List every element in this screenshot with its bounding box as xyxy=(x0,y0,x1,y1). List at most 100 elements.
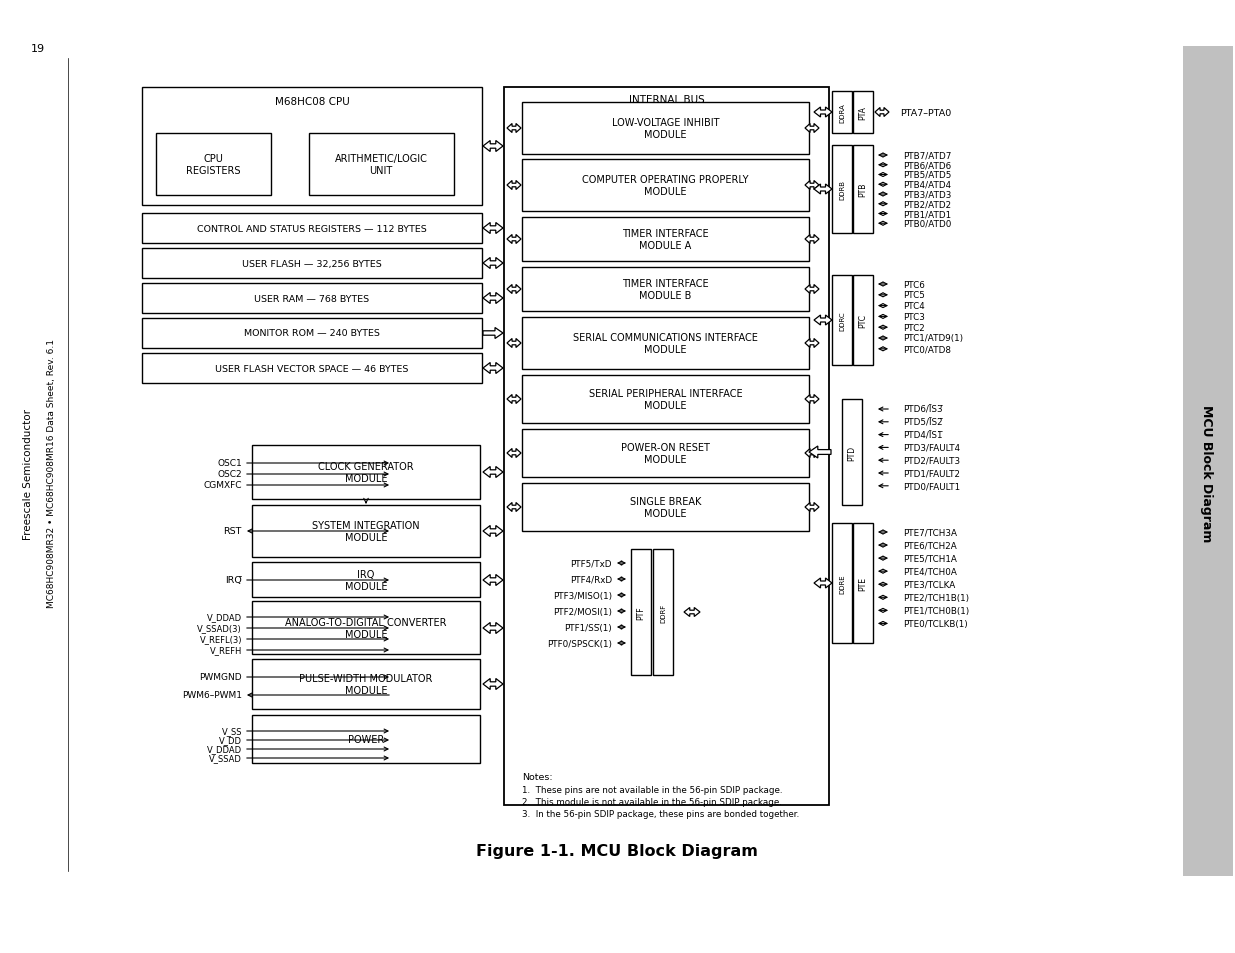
FancyBboxPatch shape xyxy=(853,275,873,366)
Polygon shape xyxy=(483,328,503,339)
Text: V_SSAD: V_SSAD xyxy=(209,754,242,762)
Text: PTB6/ATD6: PTB6/ATD6 xyxy=(903,161,951,170)
Polygon shape xyxy=(483,363,503,375)
Text: PTD4/ĪS1̅: PTD4/ĪS1̅ xyxy=(903,431,942,439)
Text: PTB0/ATD0: PTB0/ATD0 xyxy=(903,219,951,229)
Text: Notes:: Notes: xyxy=(522,772,552,781)
Polygon shape xyxy=(508,181,521,191)
Text: PTF: PTF xyxy=(636,605,646,619)
Text: PTB1/ATD1: PTB1/ATD1 xyxy=(903,210,951,219)
Text: PTD: PTD xyxy=(847,445,857,460)
Text: POWER: POWER xyxy=(348,734,384,744)
Polygon shape xyxy=(483,294,503,304)
FancyBboxPatch shape xyxy=(832,146,852,233)
Text: V_SSAD(3): V_SSAD(3) xyxy=(198,624,242,633)
FancyBboxPatch shape xyxy=(142,318,482,349)
FancyBboxPatch shape xyxy=(853,146,873,233)
Text: Figure 1-1. MCU Block Diagram: Figure 1-1. MCU Block Diagram xyxy=(475,843,758,859)
FancyBboxPatch shape xyxy=(522,483,809,532)
FancyBboxPatch shape xyxy=(142,213,482,244)
Text: PTE5/TCH1A: PTE5/TCH1A xyxy=(903,554,957,563)
Text: PTD5/ĪS2̅: PTD5/ĪS2̅ xyxy=(903,417,942,427)
Text: PTD2/FAULT3: PTD2/FAULT3 xyxy=(903,456,960,465)
Text: PTE2/TCH1B(1): PTE2/TCH1B(1) xyxy=(903,593,969,602)
Text: PULSE-WIDTH MODULATOR
MODULE: PULSE-WIDTH MODULATOR MODULE xyxy=(299,673,432,696)
Polygon shape xyxy=(805,235,819,244)
Text: PTF5/TxD: PTF5/TxD xyxy=(571,558,613,568)
Text: PTB3/ATD3: PTB3/ATD3 xyxy=(903,191,951,199)
Polygon shape xyxy=(684,608,700,617)
Text: PTC5: PTC5 xyxy=(903,291,925,300)
Text: MONITOR ROM — 240 BYTES: MONITOR ROM — 240 BYTES xyxy=(245,329,380,338)
FancyBboxPatch shape xyxy=(522,375,809,423)
Polygon shape xyxy=(508,503,521,512)
Text: PTC4: PTC4 xyxy=(903,302,925,311)
Polygon shape xyxy=(483,467,503,478)
Text: OSC2: OSC2 xyxy=(217,470,242,479)
Polygon shape xyxy=(508,449,521,458)
Text: SERIAL COMMUNICATIONS INTERFACE
MODULE: SERIAL COMMUNICATIONS INTERFACE MODULE xyxy=(573,333,758,355)
FancyBboxPatch shape xyxy=(631,550,651,676)
Polygon shape xyxy=(483,223,503,234)
Text: TIMER INTERFACE
MODULE B: TIMER INTERFACE MODULE B xyxy=(622,278,709,301)
FancyBboxPatch shape xyxy=(252,505,480,558)
Text: ARITHMETIC/LOGIC
UNIT: ARITHMETIC/LOGIC UNIT xyxy=(335,153,427,176)
Polygon shape xyxy=(814,315,832,326)
FancyBboxPatch shape xyxy=(522,103,809,154)
Text: PTD6/ĪS3̅: PTD6/ĪS3̅ xyxy=(903,405,942,414)
FancyBboxPatch shape xyxy=(832,91,852,133)
Text: USER RAM — 768 BYTES: USER RAM — 768 BYTES xyxy=(254,294,369,303)
FancyBboxPatch shape xyxy=(252,716,480,763)
FancyBboxPatch shape xyxy=(252,562,480,598)
Text: POWER-ON RESET
MODULE: POWER-ON RESET MODULE xyxy=(621,442,710,465)
FancyBboxPatch shape xyxy=(832,275,852,366)
Polygon shape xyxy=(805,125,819,133)
Text: PTC: PTC xyxy=(858,314,867,328)
Polygon shape xyxy=(483,575,503,586)
Text: COMPUTER OPERATING PROPERLY
MODULE: COMPUTER OPERATING PROPERLY MODULE xyxy=(582,174,748,197)
Text: V_SS: V_SS xyxy=(221,727,242,736)
Text: PTA7–PTA0: PTA7–PTA0 xyxy=(900,109,951,117)
Text: PTE0/TCLKB(1): PTE0/TCLKB(1) xyxy=(903,619,968,628)
Polygon shape xyxy=(814,185,832,194)
Text: PTE3/TCLKA: PTE3/TCLKA xyxy=(903,580,955,589)
FancyBboxPatch shape xyxy=(522,430,809,477)
Text: IRQ̅: IRQ̅ xyxy=(225,576,242,585)
Text: DDRA: DDRA xyxy=(839,103,845,123)
Text: SERIAL PERIPHERAL INTERFACE
MODULE: SERIAL PERIPHERAL INTERFACE MODULE xyxy=(589,388,742,411)
Text: PTF0/SPSCK(1): PTF0/SPSCK(1) xyxy=(547,639,613,648)
FancyBboxPatch shape xyxy=(252,446,480,499)
Polygon shape xyxy=(805,339,819,348)
Text: PTB5/ATD5: PTB5/ATD5 xyxy=(903,171,951,180)
FancyBboxPatch shape xyxy=(142,284,482,314)
Text: PTB2/ATD2: PTB2/ATD2 xyxy=(903,200,951,209)
Polygon shape xyxy=(805,395,819,404)
Polygon shape xyxy=(876,109,889,117)
Text: PTF3/MISO(1): PTF3/MISO(1) xyxy=(553,591,613,599)
Text: PTB7/ATD7: PTB7/ATD7 xyxy=(903,152,951,160)
Polygon shape xyxy=(809,447,831,458)
Text: IRQ
MODULE: IRQ MODULE xyxy=(345,569,388,592)
Polygon shape xyxy=(814,578,832,588)
Text: PTE6/TCH2A: PTE6/TCH2A xyxy=(903,541,957,550)
Text: PTC6: PTC6 xyxy=(903,280,925,289)
Text: PTC2: PTC2 xyxy=(903,323,925,333)
Text: PTE: PTE xyxy=(858,577,867,590)
Text: PTE1/TCH0B(1): PTE1/TCH0B(1) xyxy=(903,606,969,616)
Text: V_DDAD: V_DDAD xyxy=(207,744,242,754)
Polygon shape xyxy=(483,623,503,634)
Text: CPU
REGISTERS: CPU REGISTERS xyxy=(185,153,241,176)
FancyBboxPatch shape xyxy=(504,88,829,805)
Text: PTE7/TCH3A: PTE7/TCH3A xyxy=(903,528,957,537)
Text: TIMER INTERFACE
MODULE A: TIMER INTERFACE MODULE A xyxy=(622,229,709,252)
Text: PTA: PTA xyxy=(858,106,867,120)
Text: V_DDAD: V_DDAD xyxy=(207,613,242,622)
Polygon shape xyxy=(805,503,819,512)
Text: M68HC08 CPU: M68HC08 CPU xyxy=(274,97,350,107)
FancyBboxPatch shape xyxy=(832,523,852,643)
Text: V_REFL(3): V_REFL(3) xyxy=(200,635,242,644)
Polygon shape xyxy=(805,285,819,294)
FancyBboxPatch shape xyxy=(842,399,862,505)
Polygon shape xyxy=(805,181,819,191)
Text: LOW-VOLTAGE INHIBIT
MODULE: LOW-VOLTAGE INHIBIT MODULE xyxy=(611,117,719,140)
